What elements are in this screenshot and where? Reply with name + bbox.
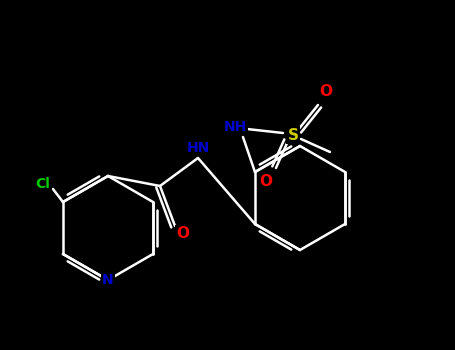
Text: O: O xyxy=(319,84,333,99)
Text: O: O xyxy=(177,226,189,242)
Text: NH: NH xyxy=(223,120,247,134)
Text: O: O xyxy=(259,174,273,189)
Text: S: S xyxy=(288,127,298,142)
Text: Cl: Cl xyxy=(35,177,51,191)
Text: HN: HN xyxy=(187,141,210,155)
Text: N: N xyxy=(102,273,114,287)
